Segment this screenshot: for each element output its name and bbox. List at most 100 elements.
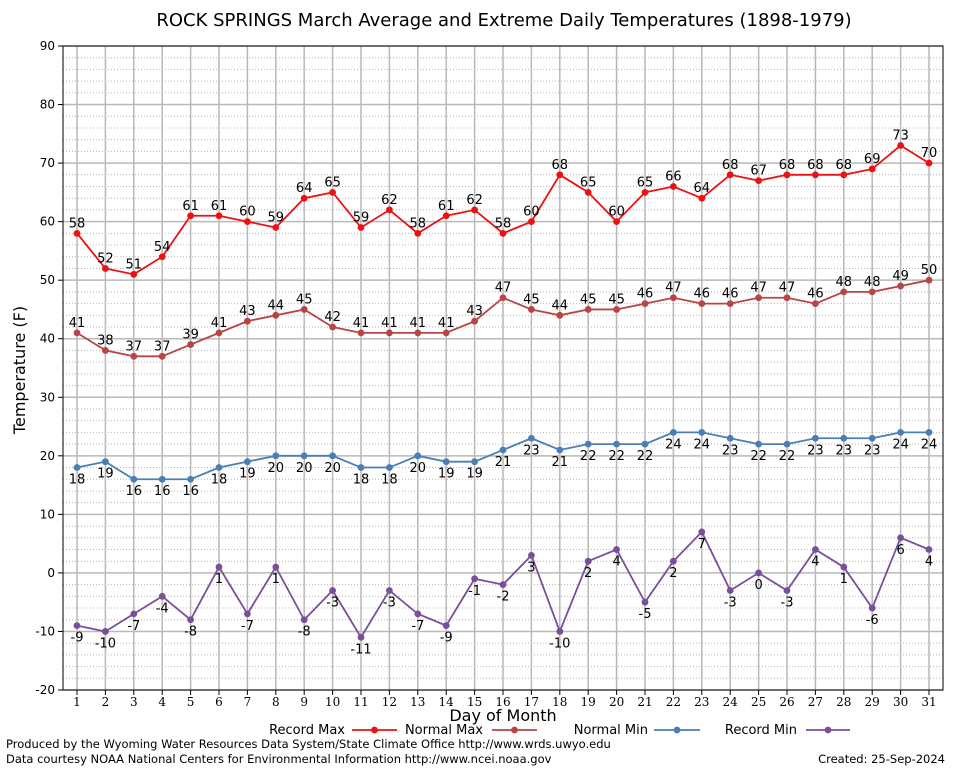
data-point-normal-max: [187, 341, 195, 348]
footer-created: Created: 25-Sep-2024: [818, 752, 945, 766]
data-point-record-min: [726, 587, 734, 594]
x-axis-ticks: 1 2 3 4 5 6 7 8 9 10 11 12 13 14 15 16 17 18 19 20 21 22 23 24 2…: [73, 690, 937, 709]
data-label-normal-min: 19: [438, 467, 455, 482]
data-point-normal-min: [187, 475, 195, 483]
data-label-normal-max: 41: [410, 316, 427, 331]
data-label-normal-min: 19: [466, 467, 483, 482]
data-label-record-min: 1: [840, 572, 848, 587]
data-point-normal-min: [158, 475, 166, 483]
data-point-record-min: [414, 610, 422, 618]
data-point-normal-min: [897, 429, 904, 436]
data-label-normal-min: 19: [97, 467, 114, 482]
data-point-record-min: [584, 557, 592, 565]
data-label-normal-min: 23: [836, 443, 853, 458]
data-point-record-min: [130, 610, 138, 618]
data-label-record-max: 62: [381, 193, 398, 208]
data-point-record-max: [897, 142, 904, 149]
data-label-record-min: -7: [411, 619, 424, 634]
data-label-record-max: 61: [211, 199, 228, 214]
chart-title: ROCK SPRINGS March Average and Extreme D…: [156, 10, 851, 31]
data-label-record-max: 65: [580, 175, 597, 190]
data-point-record-max: [471, 206, 478, 214]
x-tick-label: 11: [353, 695, 368, 709]
data-label-record-max: 73: [892, 129, 909, 144]
y-tick-label: 20: [40, 449, 55, 463]
data-label-normal-max: 43: [466, 304, 483, 319]
data-label-normal-max: 43: [239, 304, 256, 319]
x-tick-label: 14: [439, 695, 455, 709]
y-tick-label: 50: [40, 273, 55, 287]
data-point-normal-max: [613, 306, 620, 313]
data-label-normal-max: 45: [608, 292, 625, 307]
x-tick-label: 1: [73, 695, 81, 709]
data-point-normal-max: [868, 288, 876, 296]
data-label-record-min: -6: [866, 613, 879, 628]
data-label-normal-min: 22: [750, 449, 767, 464]
data-point-normal-max: [528, 306, 535, 313]
data-point-normal-max: [357, 329, 365, 337]
data-label-normal-max: 47: [750, 281, 767, 296]
data-point-normal-max: [783, 294, 791, 302]
data-label-normal-min: 24: [892, 437, 909, 452]
data-point-normal-min: [812, 434, 819, 442]
data-label-normal-max: 38: [97, 333, 114, 348]
data-point-normal-max: [414, 329, 422, 337]
data-label-normal-min: 23: [523, 443, 540, 458]
data-point-record-min: [840, 563, 848, 571]
data-label-record-max: 52: [97, 251, 114, 266]
data-point-normal-max: [698, 300, 706, 307]
y-axis-ticks: -20 -10 0 10 20 30 40 50 60 70 80 90: [35, 39, 63, 697]
data-point-normal-min: [698, 429, 706, 436]
y-tick-label: 30: [40, 390, 55, 404]
data-point-record-min: [641, 598, 649, 606]
data-point-record-min: [357, 633, 365, 641]
data-label-record-min: -10: [95, 636, 116, 651]
data-point-normal-max: [471, 317, 478, 325]
data-point-record-min: [215, 563, 223, 571]
data-label-record-max: 68: [779, 158, 796, 173]
data-point-record-max: [783, 171, 791, 179]
data-point-record-min: [925, 546, 933, 553]
data-point-normal-max: [215, 329, 223, 337]
footer-produced-by: Produced by the Wyoming Water Resources …: [6, 737, 611, 751]
data-point-record-max: [414, 229, 422, 237]
data-point-normal-max: [670, 294, 677, 302]
data-label-record-min: -3: [724, 595, 737, 610]
data-label-normal-max: 45: [296, 292, 313, 307]
x-tick-label: 9: [300, 695, 308, 709]
data-label-record-min: -7: [241, 619, 254, 634]
data-point-normal-max: [641, 300, 649, 307]
data-point-record-min: [670, 557, 677, 565]
data-point-normal-max: [755, 294, 762, 302]
data-label-normal-min: 23: [722, 443, 739, 458]
data-point-record-min: [812, 546, 819, 553]
data-point-normal-min: [442, 458, 450, 466]
data-point-record-max: [158, 253, 166, 261]
data-point-record-min: [386, 587, 393, 594]
x-tick-label: 8: [272, 695, 280, 709]
data-point-record-min: [556, 628, 564, 635]
y-tick-label: 70: [40, 156, 55, 170]
data-point-normal-min: [329, 452, 336, 460]
data-point-normal-min: [300, 452, 308, 460]
data-label-normal-min: 21: [495, 455, 512, 470]
data-label-normal-min: 22: [779, 449, 796, 464]
data-point-record-min: [102, 628, 109, 635]
data-label-record-min: -1: [468, 584, 481, 599]
data-label-record-min: 0: [754, 578, 762, 593]
data-point-record-max: [925, 159, 933, 167]
data-label-record-max: 69: [864, 152, 881, 167]
x-tick-label: 18: [552, 695, 567, 709]
data-point-normal-min: [73, 464, 81, 471]
data-point-normal-max: [840, 288, 848, 296]
data-point-record-min: [329, 587, 336, 594]
data-point-normal-min: [840, 434, 848, 442]
legend-marker-record-min: [824, 726, 832, 734]
data-label-record-max: 60: [608, 205, 625, 220]
data-point-normal-max: [584, 306, 592, 313]
x-tick-label: 12: [382, 695, 397, 709]
data-point-record-max: [641, 188, 649, 196]
data-point-record-min: [868, 604, 876, 612]
